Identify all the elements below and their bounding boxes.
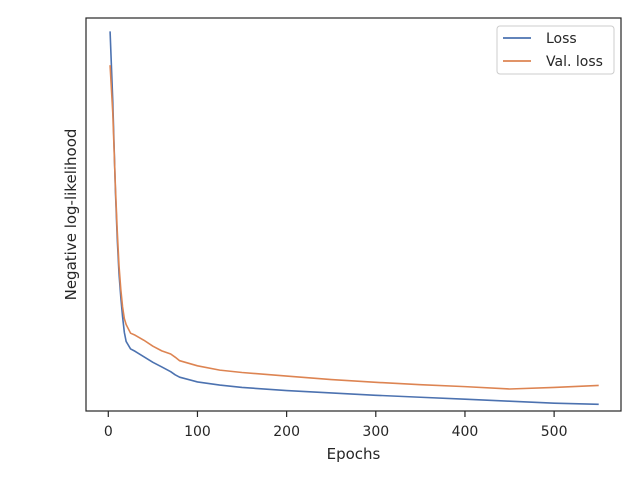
x-tick-label: 200 <box>273 424 300 440</box>
x-tick-label: 100 <box>184 424 211 440</box>
axes-frame <box>85 17 622 412</box>
x-axis-ticks: 0 100 200 300 400 500 <box>104 411 568 440</box>
y-axis-label: Negative log-likelihood <box>62 129 80 301</box>
x-tick-label: 300 <box>362 424 389 440</box>
series-layer <box>109 31 599 406</box>
plot-area <box>85 17 622 412</box>
x-tick-label: 500 <box>541 424 568 440</box>
x-tick-label: 0 <box>104 424 113 440</box>
legend-label-val-loss: Val. loss <box>546 54 603 70</box>
x-axis-label: Epochs <box>327 445 381 463</box>
legend-label-loss: Loss <box>546 31 577 47</box>
series-line-val-loss <box>109 65 599 390</box>
legend: Loss Val. loss <box>496 25 615 75</box>
x-tick-label: 400 <box>452 424 479 440</box>
